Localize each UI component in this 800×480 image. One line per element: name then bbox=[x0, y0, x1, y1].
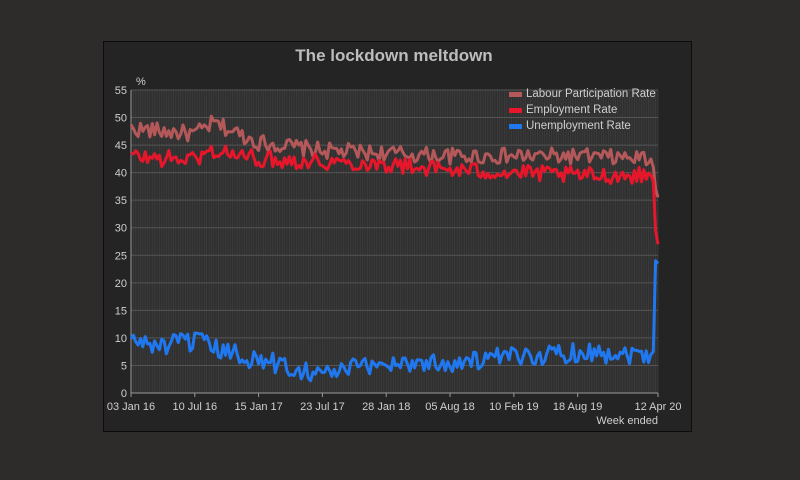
y-tick-label: 0 bbox=[121, 388, 127, 400]
line-chart: The lockdown meltdown % Week ended 0 5 10 1… bbox=[107, 46, 682, 427]
series-line-3 bbox=[129, 259, 660, 383]
y-tick-label: 50 bbox=[115, 113, 127, 125]
y-axis-unit: % bbox=[136, 76, 146, 88]
x-tick-label: 12 Apr 20 bbox=[634, 401, 681, 413]
legend-label: Employment Rate bbox=[526, 104, 617, 116]
y-tick-label: 30 bbox=[115, 223, 127, 235]
y-tick-label: 5 bbox=[121, 360, 127, 372]
x-tick-label: 03 Jan 16 bbox=[107, 401, 155, 413]
y-tick-label: 10 bbox=[115, 333, 127, 345]
y-tick-label: 40 bbox=[115, 168, 127, 180]
x-tick-label: 10 Feb 19 bbox=[489, 401, 539, 413]
y-tick-label: 15 bbox=[115, 305, 127, 317]
axes: 0 5 10 15 20 25 30 35 40 45 50 55 03 Jan 16 10 Jul 16… bbox=[107, 85, 682, 413]
series-line-2 bbox=[130, 144, 660, 245]
chart-frame: The lockdown meltdown % Week ended 0 5 10 1… bbox=[103, 41, 692, 432]
y-tick-label: 20 bbox=[115, 278, 127, 290]
y-tick-label: 35 bbox=[115, 195, 127, 207]
y-tick-label: 25 bbox=[115, 250, 127, 262]
series-lines bbox=[129, 114, 660, 383]
series-line-1 bbox=[129, 114, 660, 198]
legend: Labour Participation Rate Employment Rate… bbox=[509, 88, 656, 132]
x-tick-label: 05 Aug 18 bbox=[425, 401, 475, 413]
y-tick-label: 45 bbox=[115, 140, 127, 152]
x-axis-title: Week ended bbox=[596, 415, 658, 427]
grid bbox=[130, 89, 659, 394]
legend-swatch bbox=[509, 92, 522, 97]
chart-title: The lockdown meltdown bbox=[295, 46, 492, 65]
x-tick-label: 28 Jan 18 bbox=[362, 401, 410, 413]
x-tick-label: 15 Jan 17 bbox=[234, 401, 282, 413]
legend-label: Unemployment Rate bbox=[526, 120, 631, 132]
legend-swatch bbox=[509, 124, 522, 129]
x-tick-label: 10 Jul 16 bbox=[172, 401, 217, 413]
legend-label: Labour Participation Rate bbox=[526, 88, 656, 100]
y-tick-label: 55 bbox=[115, 85, 127, 97]
x-tick-label: 23 Jul 17 bbox=[300, 401, 345, 413]
x-tick-label: 18 Aug 19 bbox=[553, 401, 603, 413]
legend-swatch bbox=[509, 108, 522, 113]
